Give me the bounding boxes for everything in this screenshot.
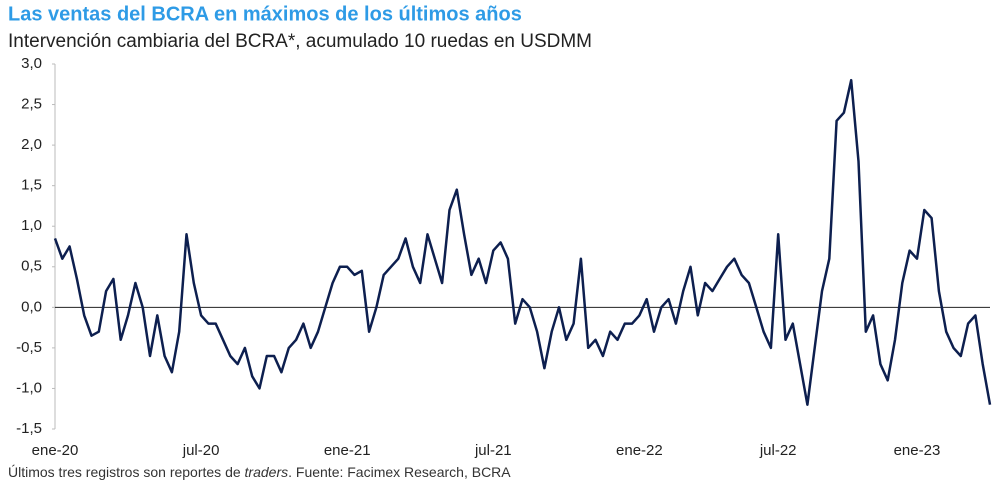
y-tick-label: 1,5 bbox=[21, 177, 42, 194]
footnote-part: . Fuente: Facimex Research, BCRA bbox=[288, 464, 511, 480]
y-tick-label: 3,0 bbox=[21, 55, 42, 72]
y-tick-label: 2,0 bbox=[21, 136, 42, 153]
x-tick-label: ene-20 bbox=[32, 442, 79, 459]
footnote-part: traders bbox=[245, 464, 289, 480]
x-tick-label: jul-22 bbox=[759, 442, 797, 459]
y-tick-label: 2,5 bbox=[21, 96, 42, 113]
footnote-part: Últimos tres registros son reportes de bbox=[8, 464, 245, 480]
y-tick-label: -1,5 bbox=[16, 420, 42, 437]
x-tick-label: jul-20 bbox=[182, 442, 220, 459]
x-tick-label: ene-23 bbox=[894, 442, 941, 459]
y-tick-label: -0,5 bbox=[16, 339, 42, 356]
y-tick-label: -1,0 bbox=[16, 379, 42, 396]
y-tick-label: 0,5 bbox=[21, 258, 42, 275]
y-tick-label: 1,0 bbox=[21, 217, 42, 234]
chart-subtitle: Intervención cambiaria del BCRA*, acumul… bbox=[8, 31, 592, 52]
y-tick-label: 0,0 bbox=[21, 298, 42, 315]
chart-title: Las ventas del BCRA en máximos de los úl… bbox=[8, 3, 522, 25]
x-tick-label: ene-22 bbox=[616, 442, 663, 459]
data-line bbox=[53, 78, 992, 406]
x-tick-label: jul-21 bbox=[474, 442, 512, 459]
x-tick-label: ene-21 bbox=[324, 442, 371, 459]
footnote: Últimos tres registros son reportes de t… bbox=[8, 464, 511, 480]
